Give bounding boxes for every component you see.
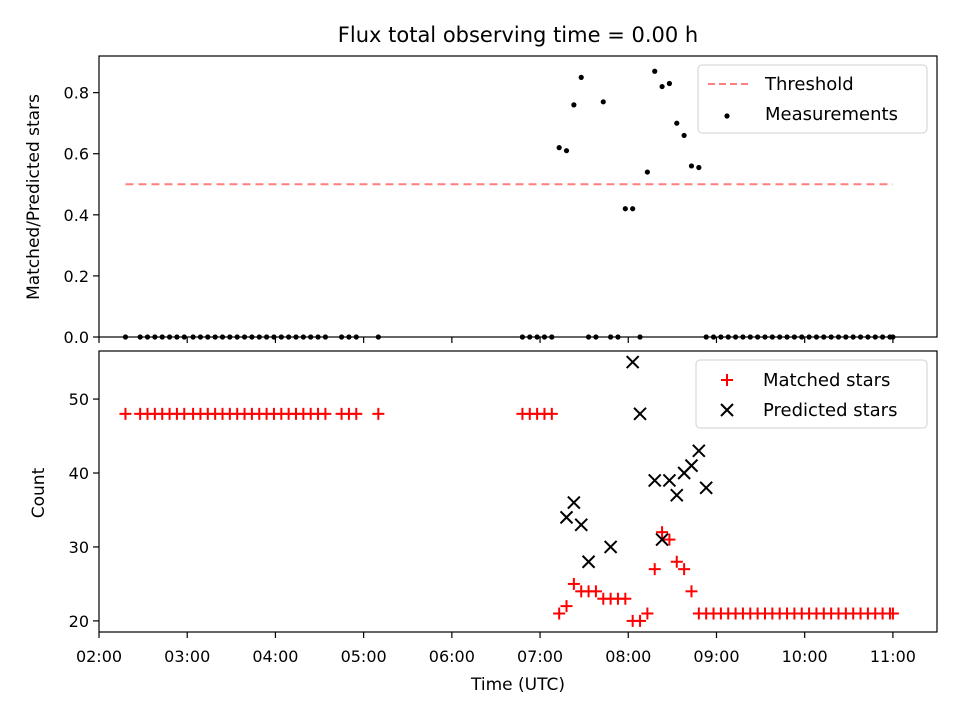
matched-point xyxy=(670,555,683,568)
legend-predicted-swatch xyxy=(720,403,734,417)
bottom-legend-box xyxy=(695,359,928,429)
legend-predicted-label: Predicted stars xyxy=(763,400,897,421)
matched-point xyxy=(648,563,661,576)
predicted-point xyxy=(655,532,669,547)
x-tick-label: 03:00 xyxy=(164,647,210,666)
matched-point xyxy=(685,585,698,598)
matched-point xyxy=(678,563,691,576)
x-tick-label: 05:00 xyxy=(341,647,387,666)
top-plot-frame xyxy=(98,55,938,338)
predicted-point xyxy=(567,495,581,510)
y-tick-label: 0.2 xyxy=(64,267,89,286)
matched-point xyxy=(567,577,580,590)
x-tick-label: 08:00 xyxy=(605,647,651,666)
legend-measurements-label: Measurements xyxy=(765,104,898,125)
y-tick-label: 40 xyxy=(69,464,89,483)
predicted-point xyxy=(633,407,647,421)
x-tick-label: 02:00 xyxy=(76,647,122,666)
matched-point xyxy=(545,407,558,420)
top-panel: Flux total observing time = 0.00 h Match… xyxy=(24,23,938,347)
matched-point xyxy=(119,407,132,420)
measurement-point xyxy=(578,74,584,80)
legend-threshold-label: Threshold xyxy=(764,74,854,95)
measurement-point xyxy=(622,206,628,212)
top-y-axis-label: Matched/Predicted stars xyxy=(24,94,44,300)
predicted-point xyxy=(603,540,618,554)
matched-point xyxy=(560,600,573,613)
measurement-point xyxy=(644,169,650,175)
matched-point xyxy=(553,607,566,620)
y-tick-label: 30 xyxy=(69,538,89,557)
matched-point xyxy=(663,533,676,546)
predicted-point xyxy=(699,481,713,495)
measurement-point xyxy=(666,80,673,87)
y-tick-label: 0.8 xyxy=(64,84,89,103)
measurement-point xyxy=(688,163,695,169)
predicted-point xyxy=(670,488,684,502)
bottom-y-axis-label: Count xyxy=(29,467,49,518)
bottom-x-ticks: 02:00 03:00 04:00 05:00 06:00 07:00 08:00 09:00… xyxy=(76,632,916,666)
predicted-point xyxy=(625,355,640,369)
x-tick-label: 07:00 xyxy=(517,647,563,666)
legend-matched-swatch xyxy=(721,374,733,386)
bottom-plot-frame xyxy=(98,350,938,633)
predicted-point xyxy=(684,458,699,473)
top-legend: Threshold Measurements xyxy=(697,64,928,134)
x-tick-label: 06:00 xyxy=(429,647,475,666)
matched-point xyxy=(886,607,899,620)
top-x-ticks xyxy=(98,337,894,343)
top-panel-title: Flux total observing time = 0.00 h xyxy=(338,23,698,47)
top-y-ticks: 0.0 0.2 0.4 0.6 0.8 xyxy=(64,84,99,347)
bottom-legend: Matched stars Predicted stars xyxy=(695,359,928,429)
bottom-y-ticks: 20 30 40 50 xyxy=(69,390,99,631)
x-tick-label: 09:00 xyxy=(693,647,739,666)
y-tick-label: 0.6 xyxy=(64,145,89,164)
bottom-x-axis-label: Time (UTC) xyxy=(470,675,565,695)
predicted-point xyxy=(692,444,706,458)
matched-point xyxy=(319,407,332,420)
predicted-point xyxy=(574,518,588,532)
matched-point xyxy=(350,407,363,420)
measurement-point xyxy=(630,206,636,212)
measurement-point xyxy=(696,164,702,171)
measurement-point xyxy=(571,102,577,108)
measurement-point xyxy=(659,83,665,90)
measurement-point xyxy=(556,145,562,151)
x-tick-label: 04:00 xyxy=(252,647,298,666)
y-tick-label: 0.4 xyxy=(64,206,89,225)
y-tick-label: 50 xyxy=(69,390,89,409)
matched-point xyxy=(634,614,647,627)
matched-point xyxy=(372,407,385,420)
matched-point xyxy=(641,607,654,620)
measurement-point xyxy=(563,148,570,154)
legend-matched-label: Matched stars xyxy=(763,370,890,391)
bottom-series-layer xyxy=(119,355,899,627)
matched-point xyxy=(656,526,669,539)
x-tick-label: 11:00 xyxy=(870,647,916,666)
legend-measurements-swatch xyxy=(724,113,730,119)
y-tick-label: 20 xyxy=(69,612,89,631)
top-legend-box xyxy=(697,64,928,134)
predicted-point xyxy=(581,555,596,569)
bottom-panel: Count Time (UTC) 20 30 40 50 02:00 03:00 04:0… xyxy=(29,350,938,695)
measurement-point xyxy=(600,99,606,105)
measurement-point xyxy=(681,132,687,139)
predicted-point xyxy=(559,510,574,525)
y-tick-label: 0.0 xyxy=(64,328,89,347)
x-tick-label: 10:00 xyxy=(782,647,828,666)
predicted-point xyxy=(648,473,662,488)
measurement-point xyxy=(674,120,680,126)
matched-point xyxy=(619,592,632,605)
matched-point xyxy=(589,585,602,598)
measurement-point xyxy=(652,68,658,74)
predicted-point xyxy=(662,473,677,488)
